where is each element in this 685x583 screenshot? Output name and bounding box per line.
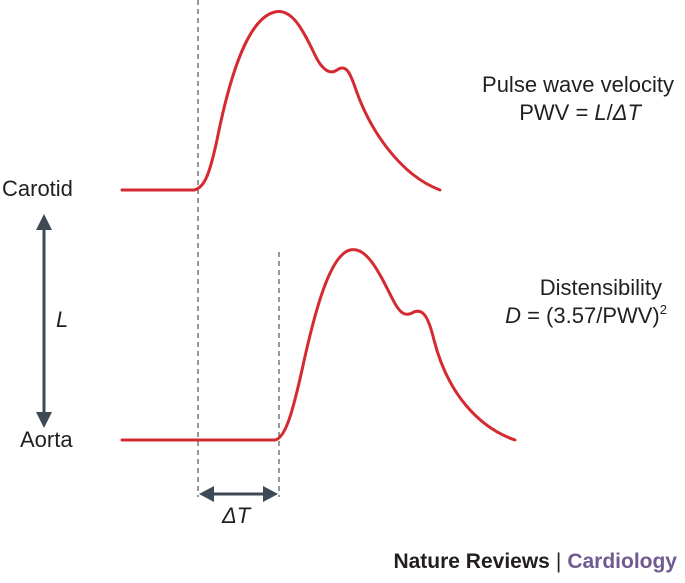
pwv-title: Pulse wave velocity bbox=[482, 72, 674, 97]
delay-arrow bbox=[199, 486, 278, 502]
aorta-waveform bbox=[120, 248, 517, 442]
journal-credit: Nature Reviews | Cardiology bbox=[393, 550, 677, 574]
distensibility-formula: D = (3.57/PWV)2 bbox=[505, 302, 667, 328]
journal-name: Nature Reviews bbox=[393, 550, 550, 573]
distance-arrow bbox=[36, 214, 52, 428]
aorta-label: Aorta bbox=[20, 427, 73, 452]
delay-label: ΔT bbox=[221, 503, 252, 528]
distensibility-title: Distensibility bbox=[540, 275, 662, 300]
carotid-waveform bbox=[120, 10, 442, 192]
distance-label: L bbox=[56, 307, 68, 332]
pwv-formula: PWV = L/ΔT bbox=[519, 100, 642, 125]
carotid-label: Carotid bbox=[2, 176, 73, 201]
journal-section: Cardiology bbox=[567, 550, 677, 573]
journal-separator: | bbox=[555, 550, 562, 573]
